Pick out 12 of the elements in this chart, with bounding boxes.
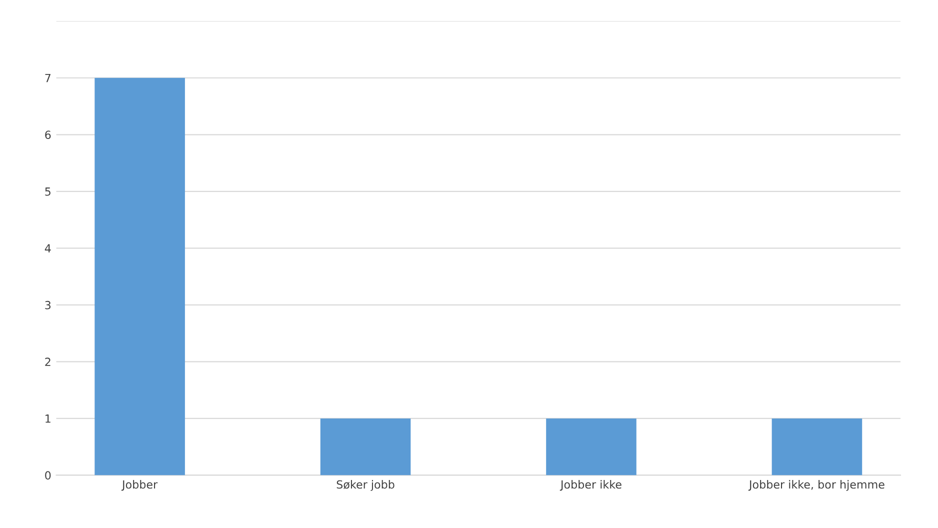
y-tick-label: 6 <box>45 130 51 140</box>
x-tick-label: Søker jobb <box>336 480 394 491</box>
y-tick-label: 5 <box>45 188 50 196</box>
x-tick-label: Jobber <box>121 480 158 491</box>
y-tick-label: 0 <box>45 471 51 480</box>
x-tick-label: Jobber ikke <box>560 480 622 491</box>
y-tick-label: 7 <box>45 74 50 82</box>
y-tick-label: 2 <box>45 358 50 366</box>
y-tick-label: 4 <box>44 244 51 252</box>
x-tick-label: Jobber ikke, bor hjemme <box>748 480 884 491</box>
y-tick-label: 1 <box>46 414 50 423</box>
y-tick-label: 3 <box>45 300 51 310</box>
